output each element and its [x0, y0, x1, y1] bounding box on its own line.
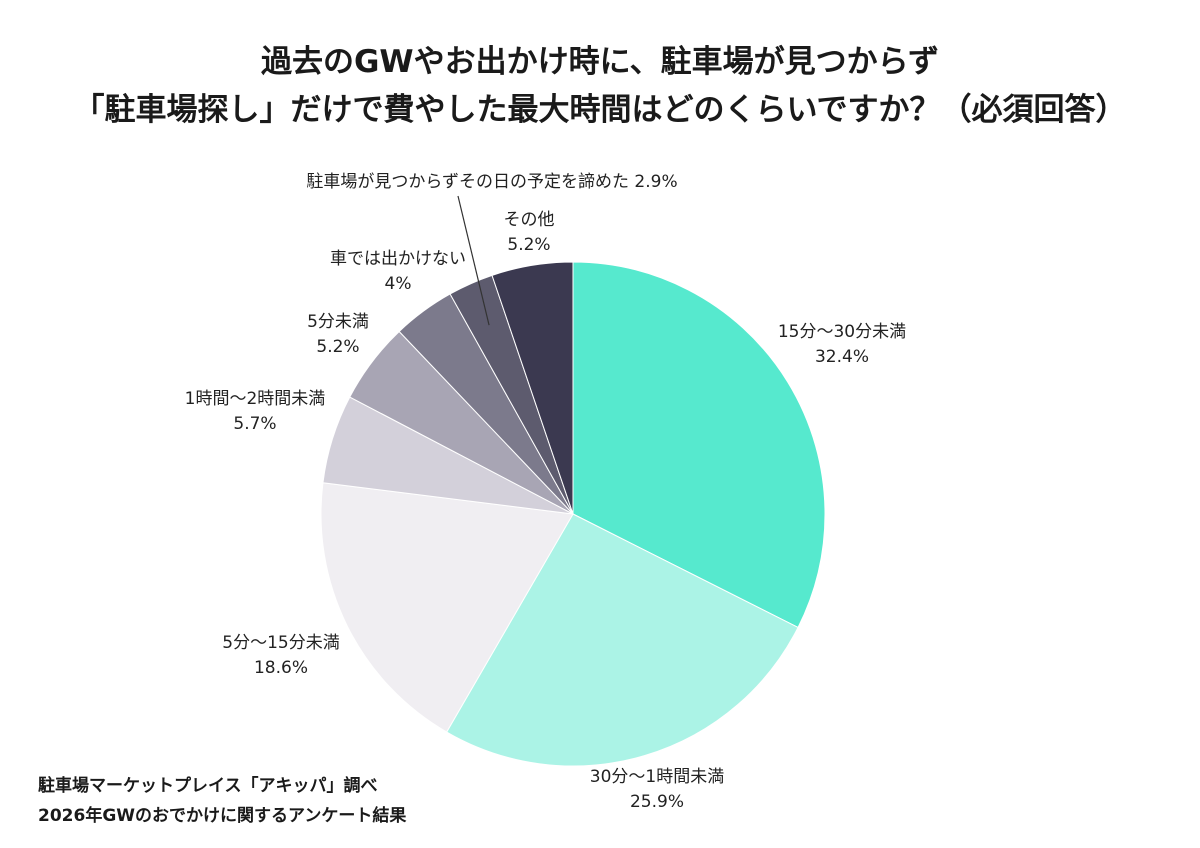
pie-slice-2 — [445, 513, 799, 767]
slice-value-5: 5.2% — [316, 337, 359, 357]
pie-slices — [320, 261, 826, 767]
chart-title: 過去のGWやお出かけ時に、駐車場が見つからず 「駐車場探し」だけで費やした最大時… — [0, 38, 1200, 134]
slice-value-3: 18.6% — [254, 658, 308, 678]
slice-value-2: 25.9% — [630, 792, 684, 812]
pie-slice-1 — [572, 261, 826, 629]
chart-title-line-1: 過去のGWやお出かけ時に、駐車場が見つからず — [260, 44, 940, 80]
slice-label-3: 5分〜15分未満 — [222, 633, 339, 653]
leader-line — [457, 195, 490, 326]
slice-label-4: 1時間〜2時間未満 — [185, 389, 326, 409]
chart-title-line-2: 「駐車場探し」だけで費やした最大時間はどのくらいですか？（必須回答） — [73, 92, 1127, 128]
pie-slice-8 — [491, 261, 574, 515]
slice-value-4: 5.7% — [233, 414, 276, 434]
source-note: 駐車場マーケットプレイス「アキッパ」調べ 2026年GWのおでかけに関するアンケ… — [38, 771, 406, 831]
slice-value-8: 5.2% — [507, 235, 550, 255]
slice-value-6: 4% — [385, 274, 412, 294]
source-line-2: 2026年GWのおでかけに関するアンケート結果 — [38, 806, 407, 826]
slice-label-5: 5分未満 — [307, 312, 369, 332]
slice-label-7: 駐車場が見つからずその日の予定を諦めた 2.9% — [306, 172, 677, 192]
slice-label-1: 15分〜30分未満 — [778, 322, 906, 342]
slice-label-2: 30分〜1時間未満 — [590, 767, 724, 787]
slice-label-6: 車では出かけない — [330, 249, 466, 269]
source-line-1: 駐車場マーケットプレイス「アキッパ」調べ — [38, 776, 378, 796]
pie-slice-3 — [320, 482, 574, 733]
pie-labels: 15分〜30分未満 32.4% 30分〜1時間未満 25.9% 5分〜15分未満 18.6… — [185, 172, 906, 812]
slice-label-8: その他 — [504, 210, 555, 230]
slice-value-1: 32.4% — [815, 347, 869, 367]
